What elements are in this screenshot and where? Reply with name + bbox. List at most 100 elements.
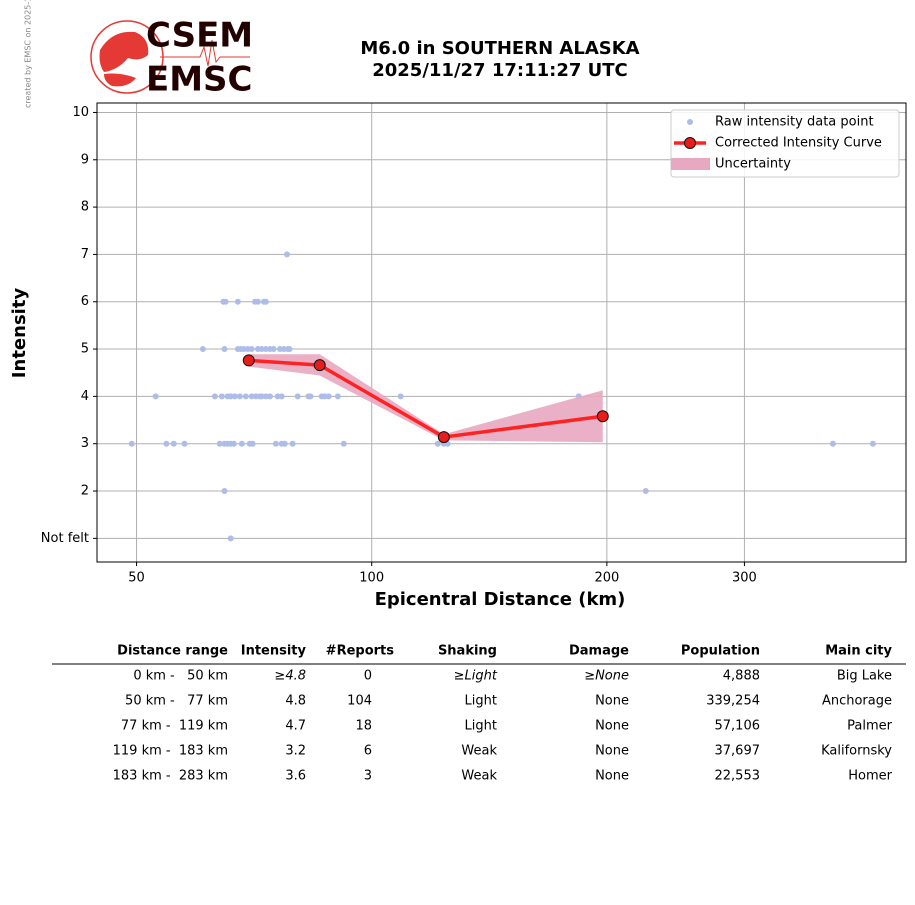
table-cell: Homer: [848, 769, 892, 784]
data-point: [294, 393, 301, 400]
data-point: [128, 440, 135, 447]
table-header: #Reports: [326, 644, 395, 659]
table-cell: Palmer: [847, 719, 892, 734]
legend-label: Raw intensity data point: [715, 115, 874, 130]
table-cell: 3.6: [285, 769, 306, 784]
curve-marker: [596, 410, 609, 423]
plot-area: 50 100 200 300 Not felt 2 3 4 5 6 7 8 9 10: [41, 102, 907, 586]
table-cell: Weak: [461, 769, 497, 784]
y-tick-label: 7: [81, 247, 89, 262]
legend-marker: [687, 119, 693, 125]
table-header: Population: [681, 644, 760, 659]
table-cell: None: [595, 769, 629, 784]
table-cell: 18: [355, 719, 372, 734]
table-cell: 50 km - 77 km: [125, 694, 228, 709]
data-point: [227, 535, 234, 542]
table: Distance range Intensity #Reports Shaking Da…: [52, 644, 906, 784]
table-cell: ≥None: [584, 669, 629, 684]
data-point: [270, 346, 277, 353]
table-cell: 4.8: [285, 694, 306, 709]
data-point: [258, 346, 265, 353]
data-point: [231, 393, 238, 400]
data-point: [434, 440, 441, 447]
table-header: Distance range: [117, 644, 228, 659]
data-point: [283, 251, 290, 258]
x-tick-label: 100: [359, 571, 384, 586]
curve-marker: [242, 354, 255, 367]
data-point: [216, 440, 223, 447]
y-axis-label: Intensity: [9, 288, 30, 379]
data-point: [249, 440, 256, 447]
y-tick-label: 4: [81, 389, 89, 404]
data-point: [221, 488, 228, 495]
table-header: Intensity: [241, 644, 307, 659]
table-cell: 339,254: [706, 694, 760, 709]
y-tick-label: 8: [81, 200, 89, 215]
data-point: [248, 393, 255, 400]
table-cell: Kalifornsky: [821, 744, 892, 759]
curve-line: [248, 358, 603, 439]
data-point: [238, 440, 245, 447]
data-point: [262, 393, 269, 400]
legend-label: Uncertainty: [715, 157, 791, 172]
data-point: [289, 440, 296, 447]
x-tick-label: 50: [128, 571, 145, 586]
table-cell: 119 km - 183 km: [113, 744, 228, 759]
table-cell: 0 km - 50 km: [133, 669, 228, 684]
data-point: [307, 393, 314, 400]
data-point: [218, 393, 225, 400]
data-point: [334, 393, 341, 400]
data-point: [221, 346, 228, 353]
data-point: [256, 393, 263, 400]
legend-label: Corrected Intensity Curve: [715, 136, 882, 151]
data-point: [340, 440, 347, 447]
x-tick-label: 200: [594, 571, 619, 586]
data-point: [181, 440, 188, 447]
table-cell: 37,697: [715, 744, 761, 759]
data-point: [267, 393, 274, 400]
table-header: Main city: [825, 644, 892, 659]
legend: Raw intensity data point Corrected Intens…: [670, 109, 900, 178]
y-tick-label: Not felt: [41, 531, 89, 546]
table-cell: 6: [364, 744, 372, 759]
data-point: [397, 393, 404, 400]
data-point: [242, 393, 249, 400]
table-header: Damage: [569, 644, 629, 659]
table-cell: ≥Light: [454, 669, 498, 684]
y-tick-label: 2: [81, 484, 89, 499]
curve-marker: [437, 431, 450, 444]
x-axis-label: Epicentral Distance (km): [375, 589, 626, 610]
table-cell: 22,553: [715, 769, 761, 784]
legend-box: [670, 109, 900, 178]
table-cell: 183 km - 283 km: [113, 769, 228, 784]
legend-marker: [684, 137, 696, 149]
data-point: [199, 346, 206, 353]
table-cell: 4,888: [723, 669, 760, 684]
legend-marker: [671, 158, 710, 170]
table-cell: 0: [364, 669, 372, 684]
logo-top: CSEM: [146, 16, 253, 56]
table-cell: 3: [364, 769, 372, 784]
table-cell: None: [595, 694, 629, 709]
data-point: [222, 298, 229, 305]
table-cell: Light: [465, 719, 497, 734]
data-point: [869, 440, 876, 447]
table-cell: 4.7: [285, 719, 306, 734]
table-cell: None: [595, 719, 629, 734]
table-cell: Light: [465, 694, 497, 709]
data-point: [286, 346, 293, 353]
table-cell: 104: [347, 694, 372, 709]
table-cell: ≥4.8: [274, 669, 306, 684]
y-tick-label: 10: [72, 105, 89, 120]
plot-frame: [96, 102, 907, 563]
table-cell: Big Lake: [837, 669, 892, 684]
table-cell: 3.2: [285, 744, 306, 759]
data-point: [262, 346, 269, 353]
data-point: [230, 440, 237, 447]
chart-title: M6.0 in SOUTHERN ALASKA: [360, 38, 639, 59]
table-cell: Weak: [461, 744, 497, 759]
table-cell: None: [595, 744, 629, 759]
table-cell: Anchorage: [822, 694, 892, 709]
table-header: Shaking: [438, 644, 497, 659]
